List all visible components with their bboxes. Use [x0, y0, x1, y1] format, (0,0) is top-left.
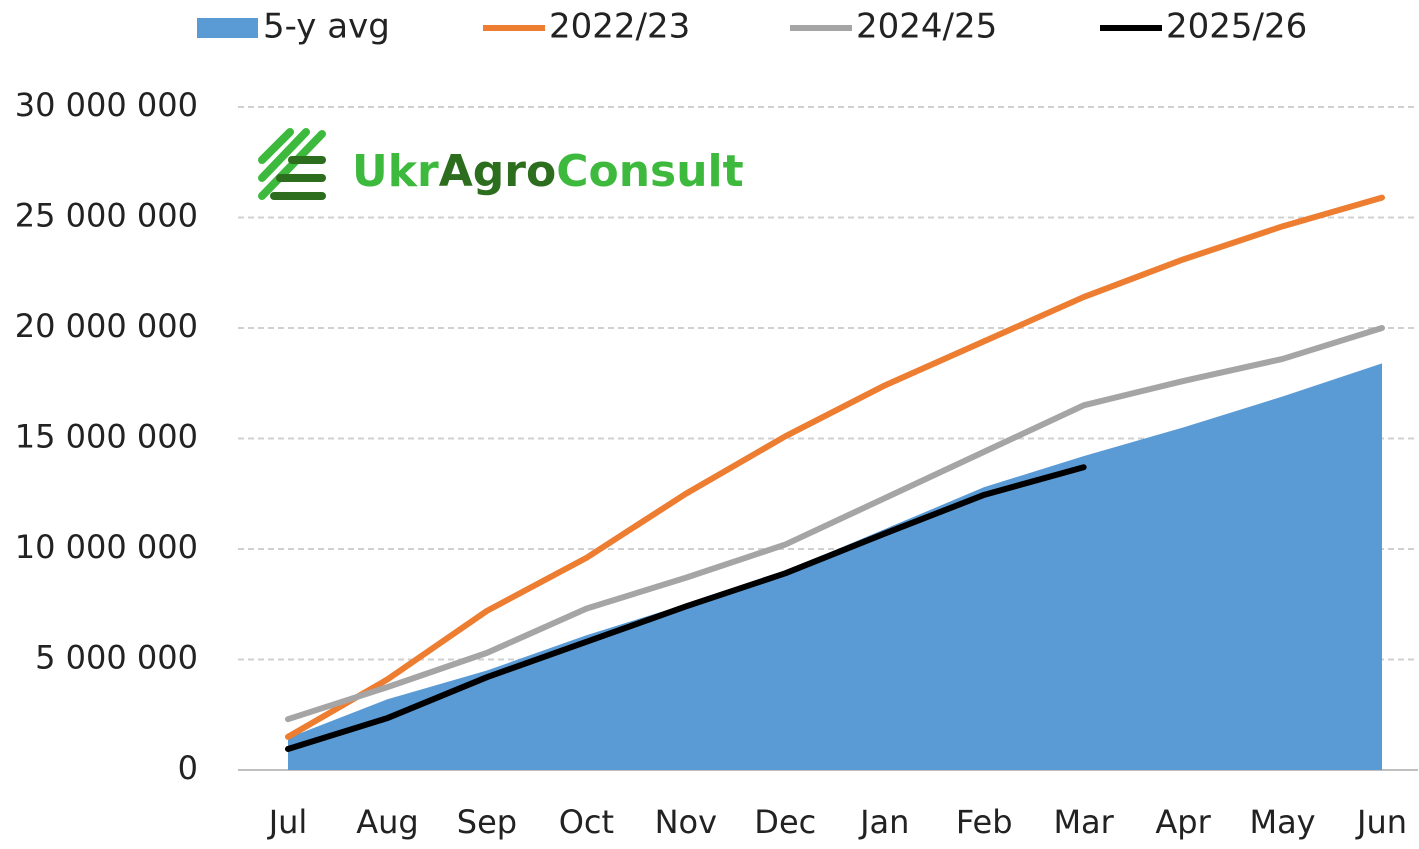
- x-tick-label: May: [1249, 803, 1315, 841]
- logo: UkrAgroConsult: [258, 128, 744, 200]
- x-tick-label: Aug: [356, 803, 418, 841]
- x-tick-label: Dec: [754, 803, 816, 841]
- y-tick-label: 25 000 000: [15, 197, 198, 235]
- logo-icon: [258, 128, 326, 200]
- x-tick-label: Jul: [267, 803, 308, 841]
- y-tick-label: 10 000 000: [15, 528, 198, 566]
- y-tick-label: 15 000 000: [15, 418, 198, 456]
- x-tick-label: Oct: [559, 803, 614, 841]
- legend-label: 2022/23: [549, 7, 690, 47]
- area: [288, 363, 1382, 770]
- legend-swatch: [197, 18, 258, 38]
- line: [285, 194, 1385, 740]
- x-tick-label: Mar: [1053, 803, 1114, 841]
- legend-label: 2024/25: [856, 7, 997, 47]
- y-tick-label: 5 000 000: [35, 639, 198, 677]
- y-tick-label: 30 000 000: [15, 86, 198, 124]
- x-tick-label: Jun: [1355, 803, 1407, 841]
- logo-stroke: [258, 130, 326, 200]
- x-tick-label: Apr: [1155, 803, 1211, 841]
- logo-part: Ukr: [352, 146, 439, 197]
- x-tick-label: Nov: [655, 803, 717, 841]
- logo-part: Agro: [439, 146, 556, 197]
- x-tick-label: Sep: [457, 803, 517, 841]
- legend-label: 5-y avg: [263, 7, 390, 47]
- x-tick-label: Jan: [858, 803, 909, 841]
- plot: [285, 194, 1385, 770]
- legend-label: 2025/26: [1166, 7, 1307, 47]
- y-tick-label: 20 000 000: [15, 307, 198, 345]
- line: [285, 464, 1087, 753]
- y-tick-label: 0: [178, 749, 198, 787]
- legend: 5-y avg 2022/23 2024/25 2025/26: [197, 7, 1307, 47]
- logo-part: Consult: [556, 146, 743, 197]
- line: [285, 325, 1385, 723]
- logo-stroke: [258, 128, 294, 164]
- logo-text: UkrAgroConsult: [352, 146, 744, 197]
- logo-stroke: [258, 128, 310, 182]
- axes: 0 5 000 000 10 000 000 15 000 000 20 000 000…: [15, 86, 1407, 841]
- x-tick-label: Feb: [956, 803, 1013, 841]
